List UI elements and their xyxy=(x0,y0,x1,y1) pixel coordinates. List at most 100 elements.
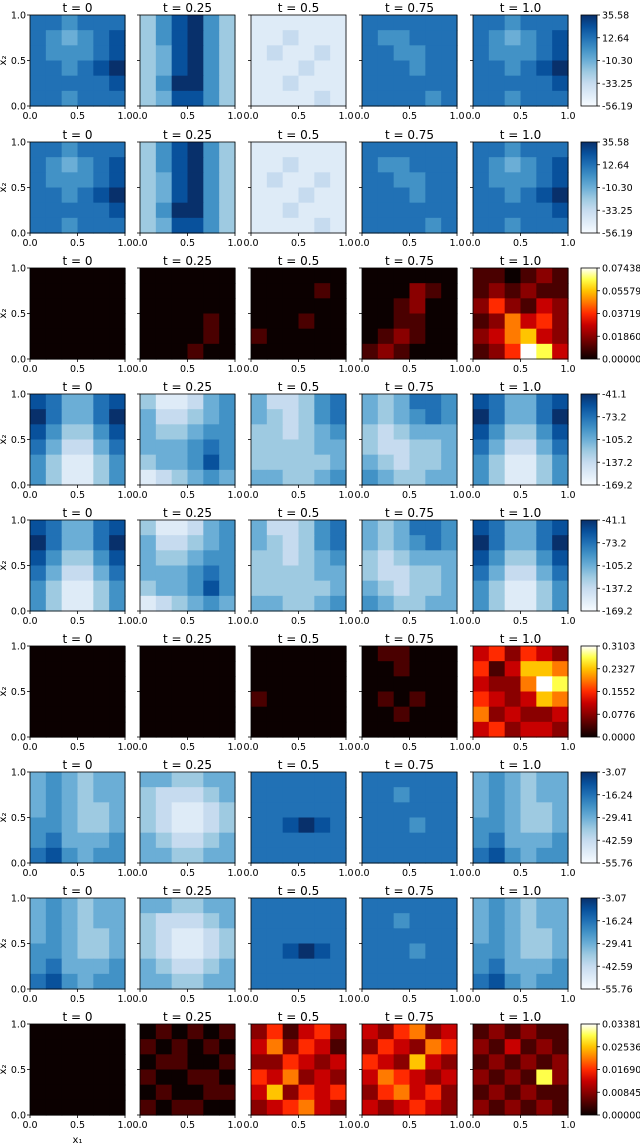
heatmap-cell xyxy=(330,424,347,441)
heatmap-cell xyxy=(393,580,411,597)
heatmap-cell xyxy=(314,142,331,158)
x-tick-label: 0.0 xyxy=(243,742,258,753)
heatmap-cell xyxy=(93,172,110,189)
heatmap-cell xyxy=(362,409,379,425)
heatmap-cell xyxy=(140,1024,157,1040)
heatmap-cell xyxy=(314,817,331,834)
heatmap-cell xyxy=(77,1069,94,1086)
heatmap-cell xyxy=(282,958,300,975)
heatmap-cell xyxy=(441,157,458,173)
heatmap-cell xyxy=(61,565,79,582)
heatmap-cell xyxy=(251,283,268,299)
heatmap-cell xyxy=(393,550,411,567)
panel-title: t = 0 xyxy=(62,128,92,142)
heatmap-cell xyxy=(109,520,126,536)
heatmap-cell xyxy=(536,595,553,612)
heatmap-cell xyxy=(140,298,157,315)
heatmap-cell xyxy=(61,439,79,456)
heatmap-cell xyxy=(109,898,126,914)
heatmap-cell xyxy=(30,202,47,219)
heatmap-cell xyxy=(171,943,189,960)
x-tick-label: 0.0 xyxy=(354,1120,369,1131)
heatmap-cell xyxy=(93,1084,110,1101)
heatmap-cell xyxy=(504,469,522,486)
heatmap-panel: t = 0.750.0 0.5 1.0 xyxy=(354,128,464,249)
heatmap-cell xyxy=(282,646,300,662)
heatmap-cell xyxy=(473,45,490,62)
heatmap-cell xyxy=(536,1084,553,1101)
heatmap-cell xyxy=(45,721,63,738)
colorbar-tick-label: -42.59 xyxy=(602,836,633,847)
heatmap-panel: t = 1.00.0 0.5 1.0 xyxy=(465,506,575,627)
heatmap-cell xyxy=(504,394,522,410)
heatmap-cell xyxy=(203,424,220,441)
heatmap-cell xyxy=(314,454,331,471)
heatmap-cell xyxy=(425,439,442,456)
heatmap-cell xyxy=(520,328,537,345)
heatmap-cell xyxy=(187,520,204,536)
heatmap-cell xyxy=(314,1054,331,1071)
x-tick-label: 0.0 xyxy=(243,490,258,501)
heatmap-cell xyxy=(251,958,268,975)
x-tick-label: 0.0 xyxy=(243,1120,258,1131)
heatmap-cell xyxy=(219,75,236,92)
heatmap-cell xyxy=(536,958,553,975)
heatmap-cell xyxy=(298,394,315,410)
heatmap-cell xyxy=(203,313,220,330)
heatmap-cell xyxy=(473,661,490,677)
heatmap-cell xyxy=(77,1084,94,1101)
heatmap-cell xyxy=(330,328,347,345)
x-tick-label: 1.0 xyxy=(560,238,575,249)
heatmap-cell xyxy=(330,676,347,693)
heatmap-cell xyxy=(155,202,173,219)
heatmap-panel: t = 0.250.0 0.5 1.0 xyxy=(132,380,242,501)
y-tick-label: 1.0 xyxy=(11,1020,26,1031)
colorbar-tick-label: -169.2 xyxy=(602,481,633,492)
heatmap-cell xyxy=(93,928,110,945)
heatmap-cell xyxy=(552,172,569,189)
colorbar-tick-label: 0.3103 xyxy=(602,642,635,653)
heatmap-cell xyxy=(171,817,189,834)
heatmap-cell xyxy=(441,1054,458,1071)
heatmap-cell xyxy=(93,1069,110,1086)
heatmap-cell xyxy=(30,832,47,849)
x-tick-label: 0.5 xyxy=(70,111,85,122)
heatmap-cell xyxy=(362,661,379,677)
heatmap-cell xyxy=(187,1099,204,1116)
heatmap-cell xyxy=(377,60,395,77)
heatmap-cell xyxy=(203,157,220,173)
heatmap-cell xyxy=(109,817,126,834)
heatmap-cell xyxy=(187,283,204,299)
heatmap-cell xyxy=(425,535,442,551)
heatmap-cell xyxy=(536,535,553,551)
heatmap-cell xyxy=(140,268,157,284)
heatmap-cell xyxy=(282,298,300,315)
heatmap-cell xyxy=(93,661,110,677)
heatmap-cell xyxy=(203,817,220,834)
heatmap-cell xyxy=(77,595,94,612)
heatmap-cell xyxy=(488,832,506,849)
heatmap-cell xyxy=(504,832,522,849)
heatmap-cell xyxy=(266,394,284,410)
heatmap-cell xyxy=(203,1054,220,1071)
heatmap-cell xyxy=(393,595,411,612)
heatmap-cell xyxy=(61,172,79,189)
panel-title: t = 0 xyxy=(62,380,92,394)
heatmap-cell xyxy=(203,550,220,567)
heatmap-cell xyxy=(441,30,458,46)
heatmap-cell xyxy=(425,1084,442,1101)
heatmap-cell xyxy=(171,832,189,849)
heatmap-cell xyxy=(330,1069,347,1086)
heatmap-cell xyxy=(536,817,553,834)
heatmap-cell xyxy=(536,394,553,410)
x-tick-label: 0.0 xyxy=(22,238,37,249)
heatmap-cell xyxy=(473,535,490,551)
heatmap-cell xyxy=(93,328,110,345)
x-tick-label: 0.5 xyxy=(513,742,528,753)
heatmap-cell xyxy=(203,772,220,788)
heatmap-cell xyxy=(488,30,506,46)
heatmap-cell xyxy=(536,283,553,299)
heatmap-cell xyxy=(251,15,268,31)
heatmap-cell xyxy=(377,958,395,975)
heatmap-cell xyxy=(441,469,458,486)
